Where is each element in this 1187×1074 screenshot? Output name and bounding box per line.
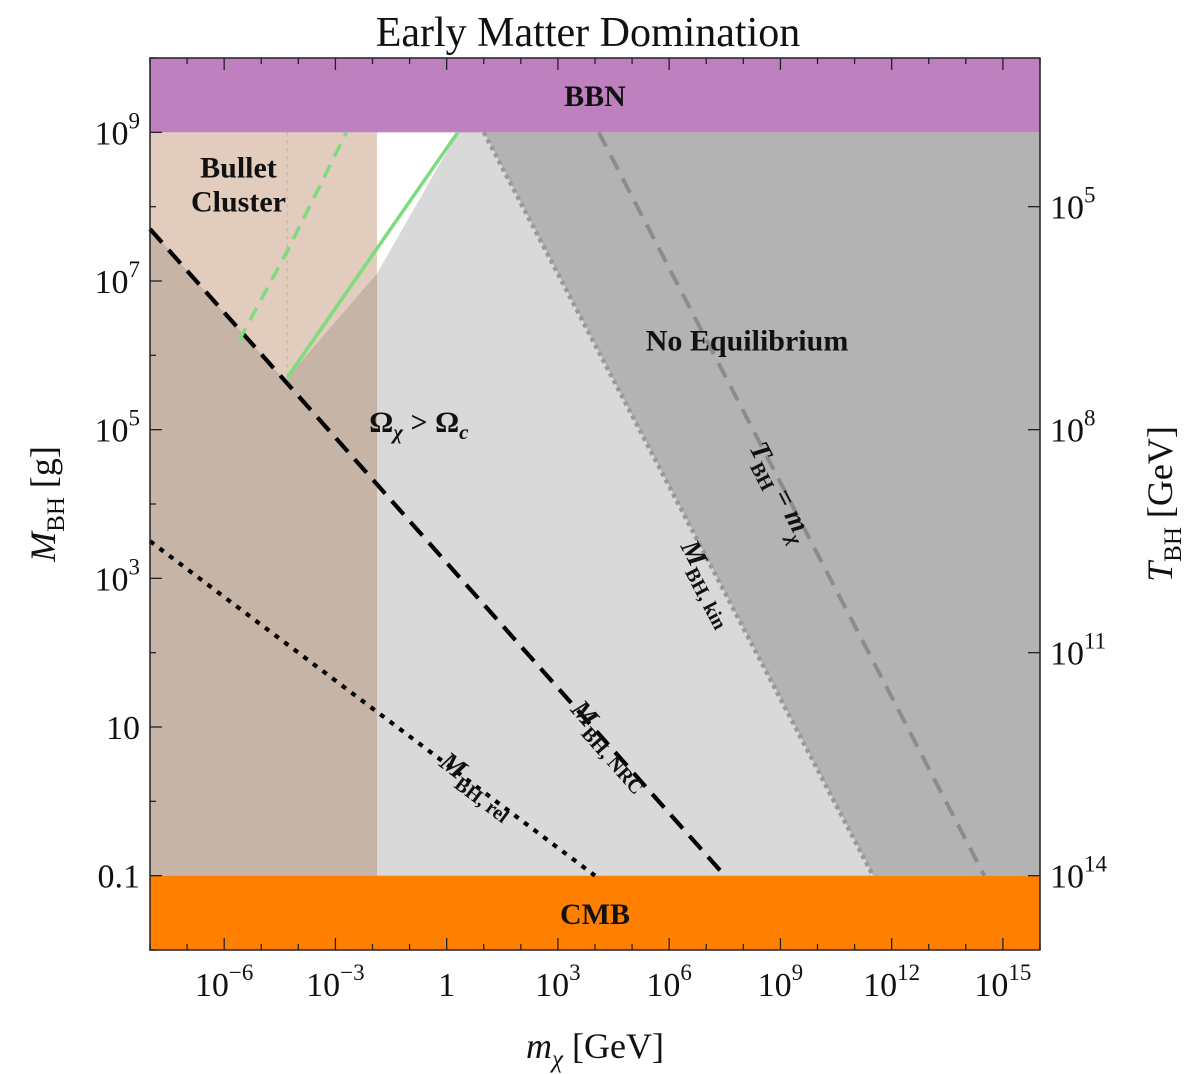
x-tick-label: 10−3 <box>306 960 364 1004</box>
curve-t-bh-m- <box>596 131 987 877</box>
x-tick-label: 109 <box>758 960 804 1004</box>
chart-title: Early Matter Domination <box>376 10 801 56</box>
x-tick-label: 1 <box>438 967 455 1004</box>
y2-tick-label: 1014 <box>1050 852 1108 896</box>
y-tick-label: 103 <box>95 554 141 598</box>
y-tick-label: 10 <box>106 710 140 747</box>
x-tick-label: 1012 <box>863 960 920 1004</box>
x-tick-label: 1015 <box>974 960 1031 1004</box>
x-tick-label: 10−6 <box>195 960 253 1004</box>
y-tick-label: 109 <box>95 108 141 152</box>
x-tick-label: 103 <box>535 960 581 1004</box>
band-bbn <box>150 58 1040 133</box>
x-tick-label: 106 <box>646 960 692 1004</box>
label-cmb: CMB <box>560 898 630 931</box>
region-omega <box>377 132 874 876</box>
y2-tick-label: 105 <box>1050 183 1096 227</box>
region-bullet-cluster-shade <box>150 229 377 876</box>
label-bullet: Bullet <box>200 152 277 185</box>
plot-area <box>150 58 1040 950</box>
y2-axis-title: TBH [GeV] <box>1140 426 1187 582</box>
curve-green-solid <box>285 131 460 379</box>
y2-tick-label: 1011 <box>1050 629 1106 673</box>
y-tick-label: 105 <box>95 406 141 450</box>
curve-m-bh-rel <box>148 539 597 878</box>
curves <box>148 131 987 878</box>
region-bullet-cluster-shade-b <box>287 273 377 485</box>
curve-m-bh-nrc <box>148 227 727 878</box>
curve-m-bh-kin <box>481 131 876 877</box>
band-cmb <box>150 875 1040 950</box>
label-omega: Ωχ > Ωc <box>369 406 469 444</box>
curve-green-dashed <box>237 131 349 342</box>
label-bbn: BBN <box>564 80 626 113</box>
label-cluster: Cluster <box>191 186 286 219</box>
y-tick-label: 0.1 <box>98 859 141 896</box>
axes: 10−6 10−3 1 103 106 109 1012 1015 0.1 10 103 105 107… <box>23 57 1187 1073</box>
x-axis-title: mχ [GeV] <box>526 1026 664 1073</box>
y2-tick-label: 108 <box>1050 406 1096 450</box>
y-tick-label: 107 <box>95 257 141 301</box>
label-no-equilibrium: No Equilibrium <box>646 324 849 357</box>
y-axis-title: MBH [g] <box>23 446 70 563</box>
region-no-equilibrium <box>483 132 1040 876</box>
